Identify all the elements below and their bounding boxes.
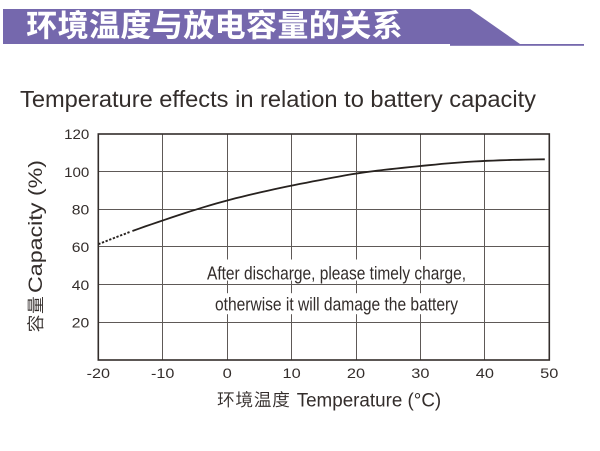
svg-text:40: 40 <box>476 366 495 381</box>
svg-text:50: 50 <box>540 366 559 381</box>
svg-text:otherwise it will damage the b: otherwise it will damage the battery <box>215 294 459 315</box>
svg-text:20: 20 <box>347 366 366 381</box>
svg-text:30: 30 <box>411 366 430 381</box>
svg-text:40: 40 <box>72 278 90 293</box>
svg-text:10: 10 <box>283 366 302 381</box>
svg-text:Capacity (%): Capacity (%) <box>26 160 47 293</box>
svg-text:120: 120 <box>64 127 90 142</box>
svg-text:80: 80 <box>72 202 90 217</box>
svg-text:-20: -20 <box>87 366 111 381</box>
svg-text:0: 0 <box>223 366 233 381</box>
svg-text:20: 20 <box>72 315 90 330</box>
svg-text:Temperature (°C): Temperature (°C) <box>297 390 442 411</box>
svg-text:After discharge, please timely: After discharge, please timely charge, <box>207 263 466 284</box>
svg-text:100: 100 <box>64 165 90 180</box>
svg-text:60: 60 <box>72 240 90 255</box>
svg-text:-10: -10 <box>151 366 175 381</box>
svg-text:Temperature effects in relatio: Temperature effects in relation to batte… <box>20 86 536 112</box>
